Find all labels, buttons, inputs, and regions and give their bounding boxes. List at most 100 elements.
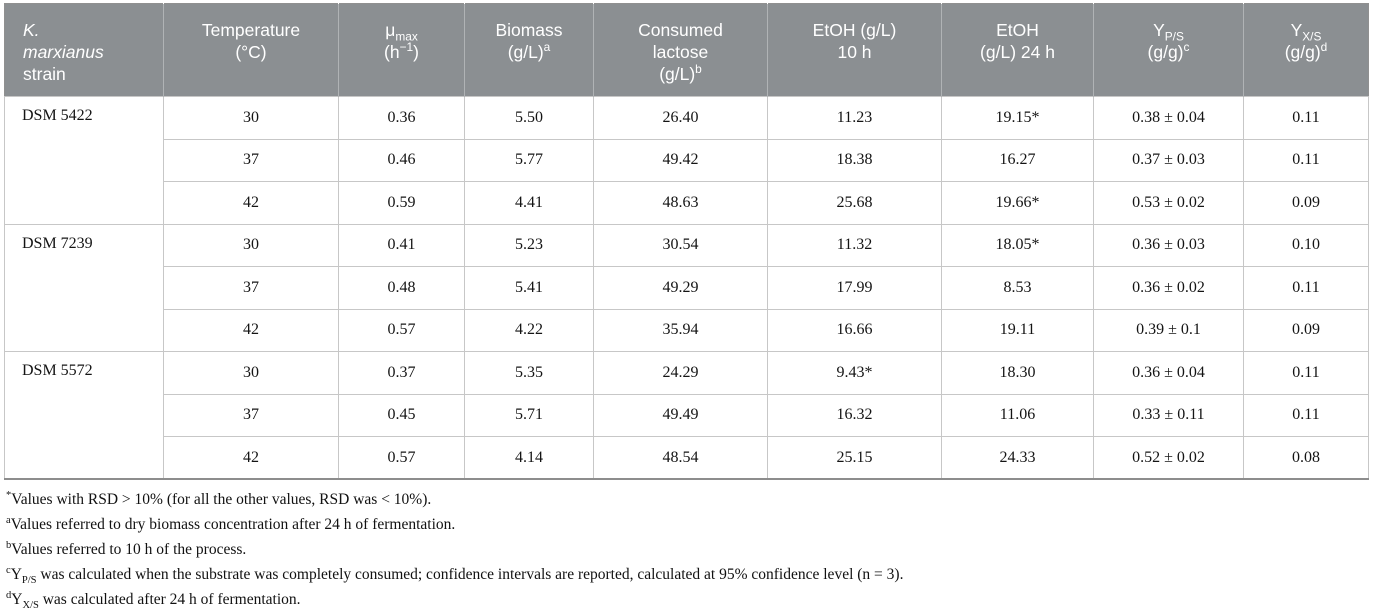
cell-etoh-24h: 19.11 [941,308,1094,352]
column-header-strain: K. marxianus strain [4,3,164,97]
column-header-biomass: Biomass (g/L)a [464,3,594,97]
cell-consumed-lactose: 26.40 [593,96,768,140]
table-row: DSM 5572 30 0.37 5.35 24.29 9.43* 18.30 0.36 ± … [4,351,1369,480]
cell-temperature: 42 [163,181,339,225]
cell-temperature: 30 [163,351,339,395]
column-header-mu-max: μmax (h−1) [338,3,465,97]
cell-consumed-lactose: 35.94 [593,308,768,352]
footnote-4: cYP/S was calculated when the substrate … [6,564,904,587]
cell-biomass: 5.50 [464,96,594,140]
cell-yield-xs: 0.11 [1243,351,1369,395]
table-row: 42 0.57 4.22 35.94 16.66 19.11 0.39 ± 0.1 0.09 [5,308,1369,352]
cell-yield-xs: 0.11 [1243,96,1369,140]
cell-etoh-10h: 9.43* [767,351,942,395]
cell-strain: DSM 5572 [4,351,164,480]
cell-strain: DSM 7239 [4,223,164,352]
cell-yield-ps: 0.37 ± 0.03 [1093,138,1244,182]
cell-temperature: 42 [163,436,339,480]
cell-etoh-24h: 16.27 [941,138,1094,182]
cell-mu-max: 0.48 [338,266,465,310]
cell-biomass: 4.22 [464,308,594,352]
cell-mu-max: 0.57 [338,308,465,352]
cell-mu-max: 0.37 [338,351,465,395]
cell-temperature: 42 [163,308,339,352]
table-row: 37 0.46 5.77 49.42 18.38 16.27 0.37 ± 0.03 0.11 [5,138,1369,182]
cell-temperature: 30 [163,96,339,140]
cell-etoh-10h: 11.23 [767,96,942,140]
cell-mu-max: 0.41 [338,223,465,267]
cell-etoh-10h: 18.38 [767,138,942,182]
cell-strain: DSM 5422 [4,96,164,225]
table-row: DSM 7239 30 0.41 5.23 30.54 11.32 18.05* 0.36 ±… [4,223,1369,352]
column-header-temperature: Temperature (°C) [163,3,339,97]
column-header-etoh-10h: EtOH (g/L) 10 h [767,3,942,97]
cell-etoh-24h: 11.06 [941,393,1094,437]
header-row: K. marxianus strain Temperature (°C) μmax (h−1… [4,3,1369,97]
column-header-yield-xs: YX/S (g/g)d [1243,3,1369,97]
cell-biomass: 5.41 [464,266,594,310]
cell-etoh-24h: 24.33 [941,436,1094,480]
cell-yield-ps: 0.36 ± 0.02 [1093,266,1244,310]
cell-biomass: 5.35 [464,351,594,395]
cell-consumed-lactose: 49.42 [593,138,768,182]
cell-mu-max: 0.57 [338,436,465,480]
cell-mu-max: 0.59 [338,181,465,225]
cell-yield-ps: 0.53 ± 0.02 [1093,181,1244,225]
cell-consumed-lactose: 24.29 [593,351,768,395]
cell-etoh-10h: 25.15 [767,436,942,480]
table-row: DSM 5422 30 0.36 5.50 26.40 11.23 19.15* 0.38 ±… [4,96,1369,225]
cell-consumed-lactose: 49.49 [593,393,768,437]
table-row: 37 0.48 5.41 49.29 17.99 8.53 0.36 ± 0.02 0.11 [5,266,1369,310]
column-header-etoh-24h: EtOH (g/L) 24 h [941,3,1094,97]
footnote-2: aValues referred to dry biomass concentr… [6,514,456,533]
cell-temperature: 37 [163,393,339,437]
cell-yield-xs: 0.11 [1243,393,1369,437]
cell-biomass: 4.41 [464,181,594,225]
cell-etoh-10h: 16.66 [767,308,942,352]
cell-yield-xs: 0.09 [1243,308,1369,352]
cell-yield-xs: 0.08 [1243,436,1369,480]
cell-temperature: 30 [163,223,339,267]
cell-mu-max: 0.36 [338,96,465,140]
cell-temperature: 37 [163,138,339,182]
cell-yield-xs: 0.11 [1243,138,1369,182]
cell-etoh-10h: 17.99 [767,266,942,310]
cell-yield-ps: 0.36 ± 0.04 [1093,351,1244,395]
results-table: K. marxianus strain Temperature (°C) μmax (h−1… [4,3,1369,480]
cell-yield-xs: 0.09 [1243,181,1369,225]
cell-yield-ps: 0.33 ± 0.11 [1093,393,1244,437]
column-header-consumed-lactose: Consumed lactose (g/L)b [593,3,768,97]
cell-yield-ps: 0.36 ± 0.03 [1093,223,1244,267]
cell-consumed-lactose: 48.63 [593,181,768,225]
cell-yield-xs: 0.10 [1243,223,1369,267]
cell-consumed-lactose: 30.54 [593,223,768,267]
cell-consumed-lactose: 49.29 [593,266,768,310]
cell-etoh-24h: 19.66* [941,181,1094,225]
table-footnotes: *Values with RSD > 10% (for all the othe… [4,487,1375,612]
table-row: 42 0.59 4.41 48.63 25.68 19.66* 0.53 ± 0.02 0.0… [5,181,1369,225]
cell-etoh-10h: 11.32 [767,223,942,267]
cell-biomass: 5.77 [464,138,594,182]
cell-mu-max: 0.45 [338,393,465,437]
table-row: 37 0.45 5.71 49.49 16.32 11.06 0.33 ± 0.11 0.11 [5,393,1369,437]
table-row: 42 0.57 4.14 48.54 25.15 24.33 0.52 ± 0.02 0.08 [5,436,1369,480]
column-header-yield-ps: YP/S (g/g)c [1093,3,1244,97]
cell-etoh-10h: 25.68 [767,181,942,225]
cell-mu-max: 0.46 [338,138,465,182]
cell-biomass: 5.23 [464,223,594,267]
cell-etoh-24h: 18.05* [941,223,1094,267]
footnote-3: bValues referred to 10 h of the process. [6,539,247,558]
cell-yield-ps: 0.38 ± 0.04 [1093,96,1244,140]
cell-biomass: 5.71 [464,393,594,437]
footnote-1: *Values with RSD > 10% (for all the othe… [6,489,432,508]
cell-temperature: 37 [163,266,339,310]
footnote-5: dYX/S was calculated after 24 h of ferme… [6,589,301,612]
cell-yield-ps: 0.52 ± 0.02 [1093,436,1244,480]
cell-etoh-10h: 16.32 [767,393,942,437]
cell-etoh-24h: 18.30 [941,351,1094,395]
cell-yield-ps: 0.39 ± 0.1 [1093,308,1244,352]
cell-consumed-lactose: 48.54 [593,436,768,480]
cell-etoh-24h: 8.53 [941,266,1094,310]
cell-biomass: 4.14 [464,436,594,480]
